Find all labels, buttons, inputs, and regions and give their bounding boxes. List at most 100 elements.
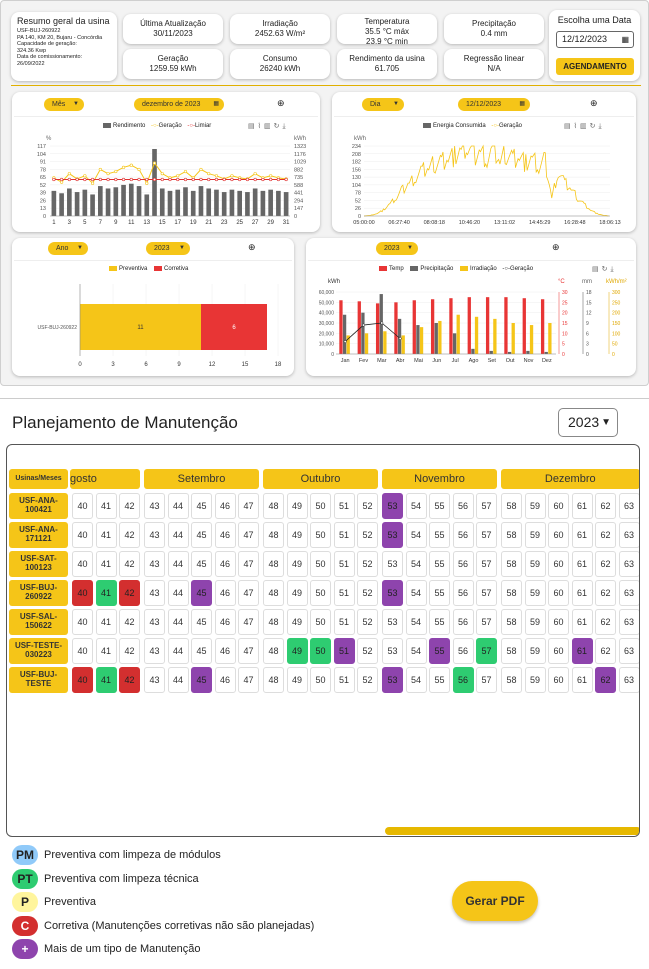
- week-cell[interactable]: 46: [214, 667, 236, 693]
- usina-name[interactable]: USF-SAT-100123: [9, 551, 68, 577]
- week-cell[interactable]: 43: [144, 522, 165, 548]
- week-cell[interactable]: 61: [571, 667, 593, 693]
- usina-name[interactable]: USF-BUJ-TESTE: [9, 667, 68, 693]
- usina-name[interactable]: USF-TESTE-030223: [9, 638, 68, 664]
- week-cell[interactable]: 43: [144, 493, 165, 519]
- week-cell[interactable]: 46: [214, 493, 236, 519]
- week-cell[interactable]: 48: [263, 609, 284, 635]
- week-cell[interactable]: 51: [333, 638, 355, 664]
- usina-name[interactable]: USF-SAL-150622: [9, 609, 68, 635]
- week-cell[interactable]: 54: [405, 522, 427, 548]
- week-cell[interactable]: 48: [263, 551, 284, 577]
- week-cell[interactable]: 47: [238, 580, 259, 606]
- week-cell[interactable]: 49: [286, 580, 308, 606]
- plan-year-select[interactable]: 2023 ▼: [558, 408, 618, 437]
- week-cell[interactable]: 52: [357, 667, 378, 693]
- week-cell[interactable]: 42: [119, 493, 140, 519]
- week-cell[interactable]: 57: [476, 580, 497, 606]
- week-cell[interactable]: 40: [72, 522, 93, 548]
- period-select[interactable]: Mês ▼: [44, 98, 84, 111]
- week-cell[interactable]: 42: [119, 580, 140, 606]
- week-cell[interactable]: 51: [333, 667, 355, 693]
- week-cell[interactable]: 41: [95, 522, 117, 548]
- week-cell[interactable]: 49: [286, 493, 308, 519]
- week-cell[interactable]: 43: [144, 580, 165, 606]
- week-cell[interactable]: 62: [595, 522, 616, 548]
- week-cell[interactable]: 52: [357, 522, 378, 548]
- line-chart-icon[interactable]: ⌇: [257, 123, 265, 130]
- year-select[interactable]: 2023 ▼: [146, 242, 190, 255]
- bar-chart-icon[interactable]: ▥: [264, 123, 274, 130]
- zoom-icon[interactable]: ⊕: [248, 242, 256, 252]
- week-cell[interactable]: 40: [72, 493, 93, 519]
- week-cell[interactable]: 42: [119, 522, 140, 548]
- week-cell[interactable]: 58: [501, 609, 522, 635]
- week-cell[interactable]: 59: [524, 551, 546, 577]
- week-cell[interactable]: 55: [429, 667, 450, 693]
- week-cell[interactable]: 63: [618, 638, 639, 664]
- week-cell[interactable]: 60: [548, 551, 569, 577]
- week-cell[interactable]: 49: [286, 609, 308, 635]
- week-cell[interactable]: 42: [119, 551, 140, 577]
- week-cell[interactable]: 59: [524, 667, 546, 693]
- week-cell[interactable]: 55: [429, 493, 450, 519]
- generate-pdf-button[interactable]: Gerar PDF: [452, 881, 538, 921]
- week-cell[interactable]: 44: [167, 522, 189, 548]
- week-cell[interactable]: 58: [501, 638, 522, 664]
- week-cell[interactable]: 44: [167, 609, 189, 635]
- week-cell[interactable]: 48: [263, 638, 284, 664]
- week-cell[interactable]: 54: [405, 551, 427, 577]
- chart-toolbox[interactable]: ▤⌇▥↻⤓: [248, 122, 289, 131]
- week-cell[interactable]: 41: [95, 493, 117, 519]
- week-cell[interactable]: 53: [382, 522, 403, 548]
- week-cell[interactable]: 40: [72, 580, 93, 606]
- week-cell[interactable]: 42: [119, 667, 140, 693]
- week-cell[interactable]: 48: [263, 667, 284, 693]
- week-cell[interactable]: 52: [357, 580, 378, 606]
- week-cell[interactable]: 61: [571, 493, 593, 519]
- week-cell[interactable]: 40: [72, 667, 93, 693]
- week-cell[interactable]: 49: [286, 638, 308, 664]
- data-view-icon[interactable]: ▤: [564, 123, 574, 130]
- usina-name[interactable]: USF-BUJ-260922: [9, 580, 68, 606]
- week-cell[interactable]: 60: [548, 609, 569, 635]
- week-cell[interactable]: 62: [595, 493, 616, 519]
- week-cell[interactable]: 62: [595, 551, 616, 577]
- week-cell[interactable]: 62: [595, 580, 616, 606]
- week-cell[interactable]: 50: [310, 667, 331, 693]
- week-cell[interactable]: 43: [144, 609, 165, 635]
- week-cell[interactable]: 44: [167, 493, 189, 519]
- week-cell[interactable]: 58: [501, 551, 522, 577]
- week-cell[interactable]: 47: [238, 522, 259, 548]
- week-cell[interactable]: 62: [595, 667, 616, 693]
- week-cell[interactable]: 55: [429, 522, 450, 548]
- week-cell[interactable]: 47: [238, 609, 259, 635]
- week-cell[interactable]: 53: [382, 609, 403, 635]
- date-input[interactable]: 12/12/2023 ▦: [556, 31, 634, 48]
- week-cell[interactable]: 58: [501, 522, 522, 548]
- week-cell[interactable]: 54: [405, 580, 427, 606]
- refresh-icon[interactable]: ↻: [273, 123, 283, 130]
- week-cell[interactable]: 45: [191, 580, 212, 606]
- week-cell[interactable]: 59: [524, 580, 546, 606]
- week-cell[interactable]: 61: [571, 638, 593, 664]
- week-cell[interactable]: 56: [452, 638, 474, 664]
- refresh-icon[interactable]: ↻: [601, 266, 611, 273]
- week-cell[interactable]: 51: [333, 522, 355, 548]
- week-cell[interactable]: 46: [214, 522, 236, 548]
- schedule-button[interactable]: AGENDAMENTO: [556, 58, 634, 75]
- week-cell[interactable]: 58: [501, 493, 522, 519]
- week-cell[interactable]: 47: [238, 551, 259, 577]
- month-select[interactable]: dezembro de 2023 ▦: [134, 98, 224, 111]
- week-cell[interactable]: 62: [595, 609, 616, 635]
- week-cell[interactable]: 57: [476, 667, 497, 693]
- download-icon[interactable]: ⤓: [610, 266, 617, 273]
- week-cell[interactable]: 61: [571, 522, 593, 548]
- week-cell[interactable]: 51: [333, 609, 355, 635]
- zoom-icon[interactable]: ⊕: [590, 98, 598, 108]
- line-chart-icon[interactable]: ⌇: [573, 123, 581, 130]
- week-cell[interactable]: 57: [476, 522, 497, 548]
- week-cell[interactable]: 44: [167, 551, 189, 577]
- horizontal-scrollbar[interactable]: [385, 827, 639, 835]
- week-cell[interactable]: 54: [405, 493, 427, 519]
